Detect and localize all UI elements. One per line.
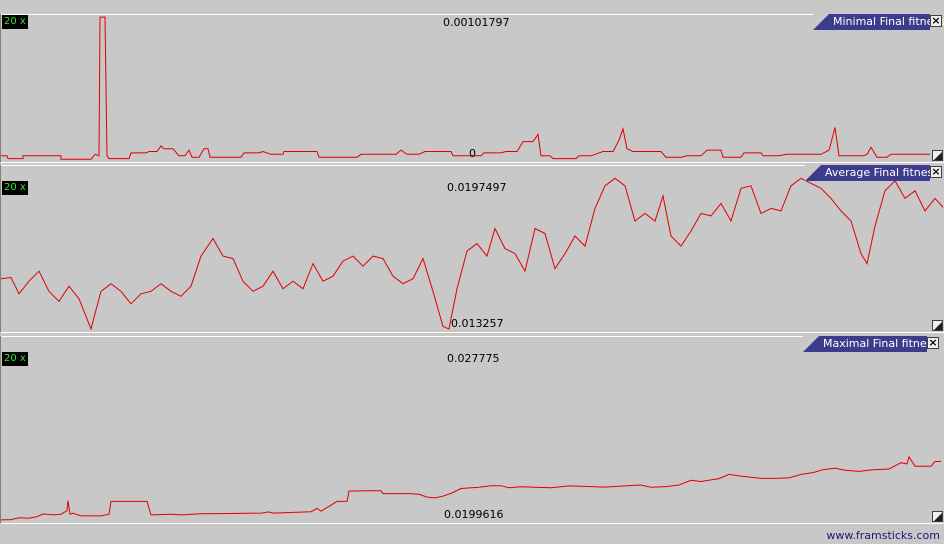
panel-top-border [1,165,805,166]
panel-title: Average Final fitness [825,166,939,179]
zoom-indicator[interactable]: 20 x [2,352,28,366]
panel-title: Maximal Final fitness [823,337,939,350]
close-button[interactable]: × [930,15,942,27]
graph-panel-average: Average Final fitness × 20 x 0.0197497 0… [0,165,944,333]
panel-title: Minimal Final fitness [833,15,944,28]
fitness-series-line [1,455,941,521]
fitness-series-line [1,177,943,331]
panel-title-tab: Maximal Final fitness [803,336,938,352]
close-button[interactable]: × [927,337,939,349]
min-value-label: 0.013257 [451,317,504,330]
footer-website-link[interactable]: www.framsticks.com [826,529,940,542]
plot-area-minimal [1,16,930,160]
max-value-label: 0.027775 [447,352,500,365]
resize-grip-icon[interactable] [932,150,943,161]
zoom-indicator[interactable]: 20 x [2,15,28,29]
max-value-label: 0.0197497 [447,181,507,194]
close-icon: × [928,336,938,349]
panel-top-border [1,336,803,337]
close-icon: × [931,14,941,27]
graph-panel-minimal: Minimal Final fitness × 20 x 0.00101797 … [0,14,944,163]
plot-area-average [1,177,943,331]
resize-grip-icon[interactable] [932,511,943,522]
close-button[interactable]: × [930,166,942,178]
panel-title-tab: Minimal Final fitness [813,14,944,30]
graph-panel-maximal: Maximal Final fitness × 20 x 0.027775 0.… [0,336,944,524]
plot-area-maximal [1,455,941,521]
resize-grip-icon[interactable] [932,320,943,331]
max-value-label: 0.00101797 [443,16,510,29]
fitness-series-line [1,16,930,160]
min-value-label: 0.0199616 [444,508,504,521]
close-icon: × [931,165,941,178]
min-value-label: 0 [469,147,476,160]
panel-title-tab: Average Final fitness [805,165,939,181]
zoom-indicator[interactable]: 20 x [2,181,28,195]
panel-top-border [1,14,813,15]
